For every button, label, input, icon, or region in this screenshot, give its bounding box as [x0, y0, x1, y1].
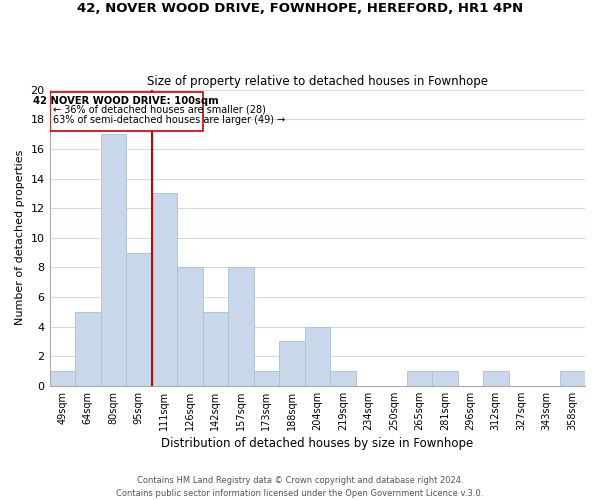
Bar — [483, 371, 509, 386]
Bar — [101, 134, 126, 386]
Bar — [279, 342, 305, 386]
Bar — [407, 371, 432, 386]
Text: Contains HM Land Registry data © Crown copyright and database right 2024.
Contai: Contains HM Land Registry data © Crown c… — [116, 476, 484, 498]
Bar — [203, 312, 228, 386]
Y-axis label: Number of detached properties: Number of detached properties — [15, 150, 25, 326]
Title: Size of property relative to detached houses in Fownhope: Size of property relative to detached ho… — [147, 76, 488, 88]
Text: 42, NOVER WOOD DRIVE, FOWNHOPE, HEREFORD, HR1 4PN: 42, NOVER WOOD DRIVE, FOWNHOPE, HEREFORD… — [77, 2, 523, 16]
Bar — [254, 371, 279, 386]
Text: 63% of semi-detached houses are larger (49) →: 63% of semi-detached houses are larger (… — [53, 115, 286, 125]
Bar — [330, 371, 356, 386]
Bar — [126, 252, 152, 386]
Text: 42 NOVER WOOD DRIVE: 100sqm: 42 NOVER WOOD DRIVE: 100sqm — [33, 96, 219, 106]
FancyBboxPatch shape — [50, 92, 203, 131]
Bar — [560, 371, 585, 386]
Bar — [50, 371, 75, 386]
Bar — [152, 194, 177, 386]
Bar — [177, 268, 203, 386]
Bar — [305, 326, 330, 386]
X-axis label: Distribution of detached houses by size in Fownhope: Distribution of detached houses by size … — [161, 437, 473, 450]
Bar — [432, 371, 458, 386]
Text: ← 36% of detached houses are smaller (28): ← 36% of detached houses are smaller (28… — [53, 105, 266, 115]
Bar — [228, 268, 254, 386]
Bar — [75, 312, 101, 386]
